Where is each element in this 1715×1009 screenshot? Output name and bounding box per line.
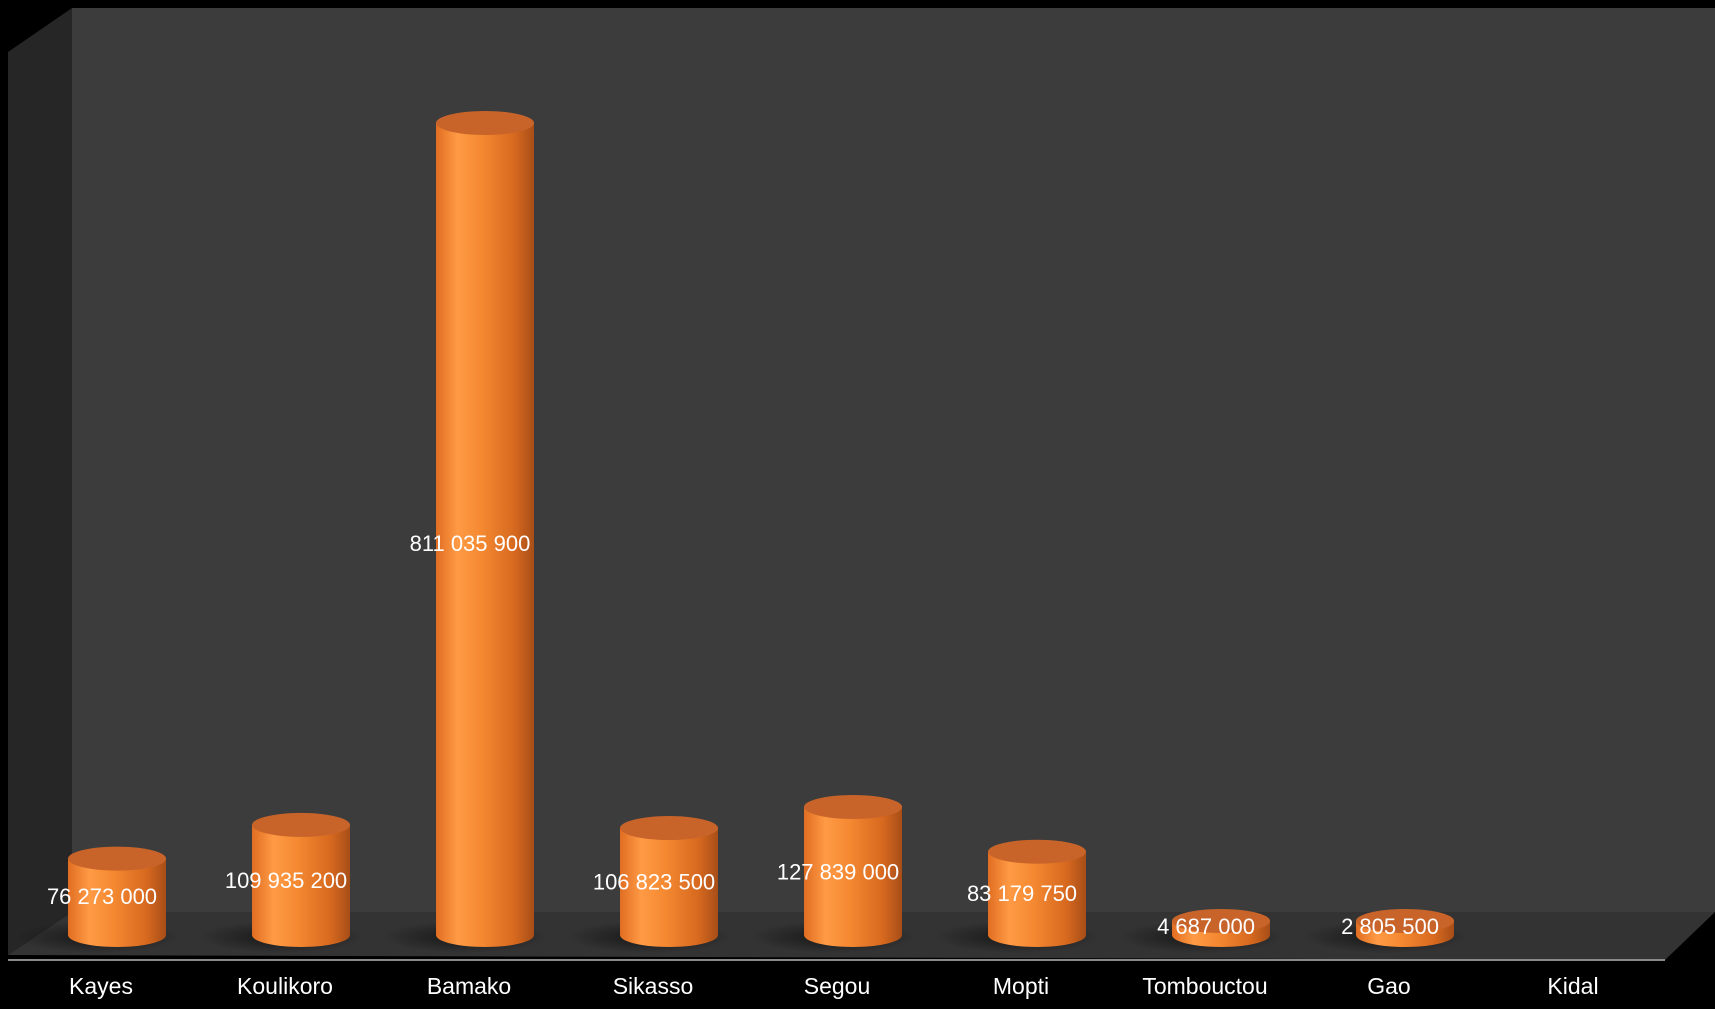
bar-top-koulikoro [252, 812, 350, 837]
data-label-segou: 127 839 000 [777, 859, 899, 884]
data-label-bamako: 811 035 900 [410, 531, 531, 556]
category-axis: Kayes Koulikoro Bamako Sikasso Segou Mopti Tom… [69, 973, 1599, 999]
bar-kayes [68, 858, 166, 947]
data-label-tombouctou: 4 687 000 [1157, 914, 1255, 939]
bar-series [15, 111, 1467, 953]
bar-segou [804, 807, 902, 947]
category-label-segou: Segou [804, 973, 871, 999]
bar-mopti [988, 851, 1086, 947]
bar-koulikoro [252, 824, 350, 947]
data-label-koulikoro: 109 935 200 [225, 868, 347, 893]
bar-top-gao [1356, 909, 1454, 933]
bar-top-bamako [436, 111, 534, 135]
category-label-koulikoro: Koulikoro [237, 973, 333, 999]
category-label-gao: Gao [1367, 973, 1410, 999]
bar-sikasso [620, 828, 718, 947]
category-label-sikasso: Sikasso [613, 973, 694, 999]
data-label-kayes: 76 273 000 [47, 884, 157, 909]
bar-top-segou [804, 795, 902, 820]
category-label-kayes: Kayes [69, 973, 133, 999]
bar-bamako [436, 123, 534, 947]
chart-side-wall [8, 8, 72, 955]
category-label-kidal: Kidal [1547, 973, 1598, 999]
chart-back-wall [72, 8, 1715, 912]
data-label-mopti: 83 179 750 [967, 881, 1077, 906]
category-label-mopti: Mopti [993, 973, 1049, 999]
bar-top-tombouctou [1172, 909, 1270, 933]
data-label-gao: 2 805 500 [1341, 914, 1439, 939]
bar-top-sikasso [620, 816, 718, 841]
data-labels: 76 273 000 109 935 200 811 035 900 106 823 … [47, 531, 1439, 939]
bar-top-mopti [988, 839, 1086, 864]
data-label-sikasso: 106 823 500 [593, 869, 715, 894]
category-label-bamako: Bamako [427, 973, 511, 999]
bar-top-kayes [68, 846, 166, 871]
category-label-tombouctou: Tombouctou [1142, 973, 1267, 999]
